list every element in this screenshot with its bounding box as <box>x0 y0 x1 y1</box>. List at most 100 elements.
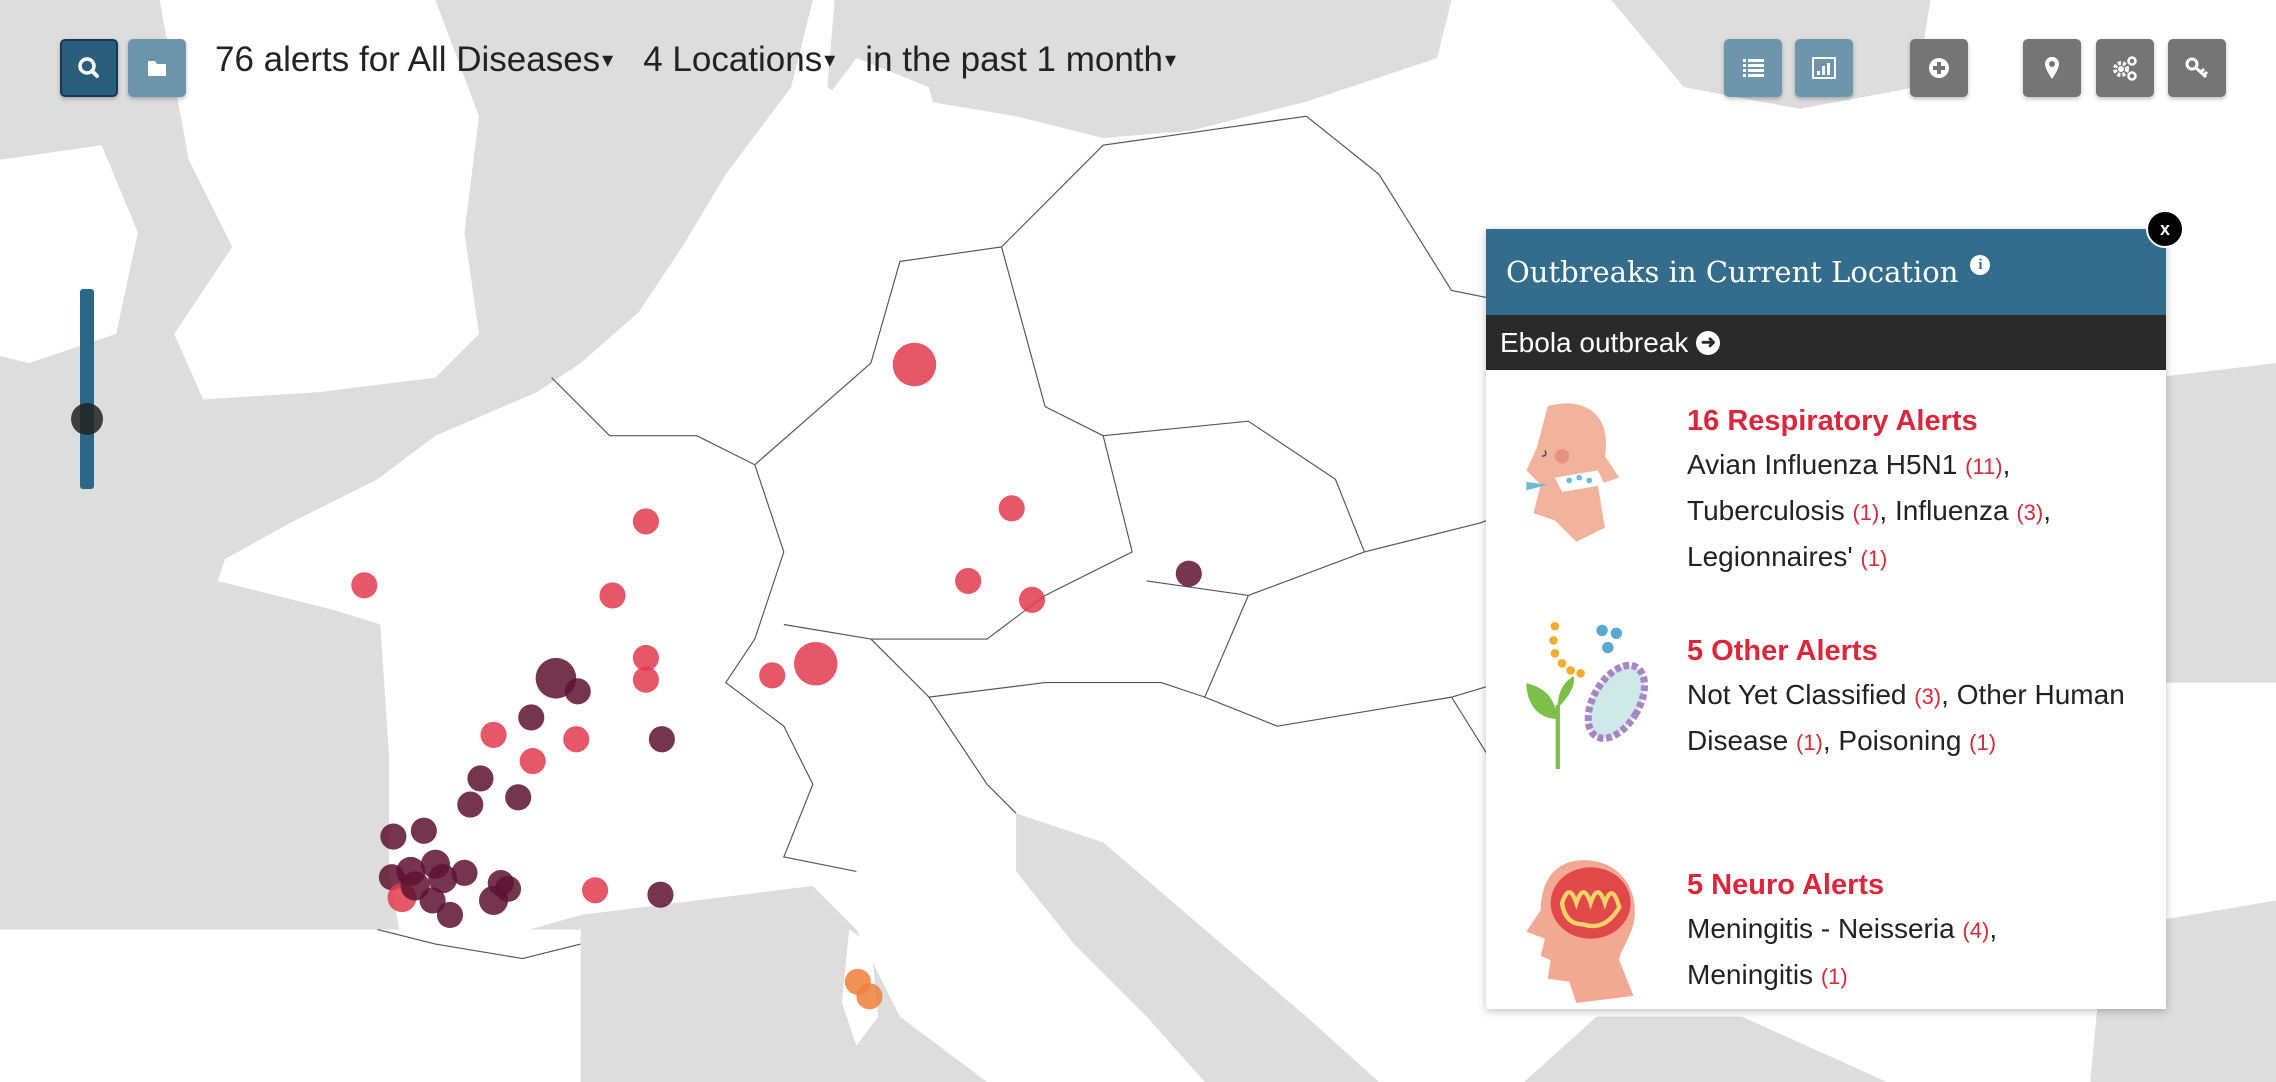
alert-marker[interactable] <box>505 784 532 811</box>
caret-down-icon: ▾ <box>824 47 836 72</box>
location-filter-dropdown[interactable]: 4 Locations▾ <box>643 40 835 80</box>
alert-marker[interactable] <box>892 342 937 387</box>
land-islands <box>0 0 944 1082</box>
list-view-button[interactable] <box>1724 39 1782 97</box>
respiratory-text: 16 Respiratory Alerts Avian Influenza H5… <box>1687 399 2127 581</box>
caret-down-icon: ▾ <box>602 47 614 72</box>
disease-filter-dropdown[interactable]: 76 alerts for All Diseases▾ <box>215 40 613 80</box>
alert-marker[interactable] <box>955 567 982 595</box>
map-pin-icon <box>2045 57 2059 79</box>
alert-marker[interactable] <box>451 859 478 886</box>
alert-marker[interactable] <box>564 678 591 705</box>
alert-marker[interactable] <box>457 791 484 818</box>
disease-count: (3) <box>1914 684 1942 709</box>
alert-marker[interactable] <box>599 582 626 609</box>
info-icon[interactable]: i <box>1970 255 1991 275</box>
section-title[interactable]: 16 Respiratory Alerts <box>1687 405 1978 437</box>
add-button[interactable] <box>1910 39 1968 97</box>
disease-count: (1) <box>1820 964 1848 989</box>
key-button[interactable] <box>2168 39 2226 97</box>
plus-circle-icon <box>1929 58 1949 78</box>
zoom-slider-track[interactable] <box>80 289 94 489</box>
alert-marker[interactable] <box>563 726 590 753</box>
disease-count: (1) <box>1860 546 1888 571</box>
other-text: 5 Other Alerts Not Yet Classified (3), O… <box>1687 629 2127 765</box>
alert-marker[interactable] <box>856 983 883 1010</box>
alert-marker[interactable] <box>519 747 546 775</box>
panel-header: Outbreaks in Current Location i <box>1486 229 2166 315</box>
alert-marker[interactable] <box>428 864 458 894</box>
close-panel-button[interactable]: x <box>2146 210 2184 248</box>
separator: , <box>2002 449 2011 480</box>
folder-button[interactable] <box>128 39 186 97</box>
disease-count: (1) <box>1969 730 1997 755</box>
disease-name[interactable]: Meningitis - Neisseria <box>1687 913 1955 944</box>
disease-name[interactable]: Not Yet Classified <box>1687 679 1907 710</box>
disease-count: (1) <box>1795 730 1823 755</box>
brain-icon <box>1526 860 1635 1003</box>
gears-icon <box>2113 56 2137 81</box>
outbreaks-panel: Outbreaks in Current Location i Ebola ou… <box>1486 229 2166 1009</box>
disease-name[interactable]: Legionnaires' <box>1687 541 1853 572</box>
period-filter-dropdown[interactable]: in the past 1 month▾ <box>865 40 1176 80</box>
alert-marker[interactable] <box>480 721 507 748</box>
disease-name[interactable]: Other Human Disease <box>1687 679 2125 756</box>
alert-markers <box>351 342 1202 1010</box>
panel-title: Outbreaks in Current Location <box>1506 255 1959 289</box>
alert-marker[interactable] <box>998 495 1025 522</box>
alert-marker[interactable] <box>487 869 514 897</box>
alert-query: 76 alerts for All Diseases▾ 4 Locations▾… <box>215 40 1176 80</box>
alert-marker[interactable] <box>410 817 437 844</box>
disease-count: (4) <box>1962 918 1990 943</box>
alert-marker[interactable] <box>1018 586 1046 613</box>
alert-marker[interactable] <box>647 881 674 908</box>
disease-name[interactable]: Meningitis <box>1687 959 1814 990</box>
key-icon <box>2185 57 2209 79</box>
location-button[interactable] <box>2023 39 2081 97</box>
alert-marker[interactable] <box>380 823 407 850</box>
alert-marker[interactable] <box>400 871 430 901</box>
neuro-text: 5 Neuro Alerts Meningitis - Neisseria (4… <box>1687 863 2127 999</box>
chart-view-button[interactable] <box>1795 39 1853 97</box>
search-button[interactable] <box>60 39 118 97</box>
ebola-outbreak-link[interactable]: Ebola outbreak ➜ <box>1486 315 2166 370</box>
germ-plant-icon <box>1526 621 1649 769</box>
disease-count: (11) <box>1965 454 2003 479</box>
disease-name[interactable]: Poisoning <box>1838 725 1962 756</box>
disease-list: Avian Influenza H5N1 (11), Tuberculosis … <box>1687 443 2127 581</box>
alert-marker[interactable] <box>436 901 464 929</box>
search-icon <box>78 57 99 78</box>
period-filter-label: in the past 1 month <box>865 40 1163 79</box>
separator: , <box>2043 495 2052 526</box>
alert-marker[interactable] <box>1175 560 1202 587</box>
disease-name[interactable]: Avian Influenza H5N1 <box>1687 449 1958 480</box>
alert-marker[interactable] <box>582 877 609 904</box>
folder-icon <box>148 61 166 76</box>
disease-name[interactable]: Influenza <box>1894 495 2009 526</box>
disease-count: (1) <box>1852 500 1880 525</box>
alert-marker[interactable] <box>632 666 659 693</box>
alert-marker[interactable] <box>518 704 545 731</box>
location-filter-label: 4 Locations <box>643 40 823 79</box>
arrow-right-circle-icon: ➜ <box>1696 330 1721 355</box>
disease-filter-label: 76 alerts for All Diseases <box>215 40 601 79</box>
alert-marker[interactable] <box>648 726 675 753</box>
zoom-slider-handle[interactable] <box>71 403 103 435</box>
alert-marker[interactable] <box>759 662 786 689</box>
settings-button[interactable] <box>2096 39 2154 97</box>
separator: , <box>1879 495 1888 526</box>
section-title[interactable]: 5 Other Alerts <box>1687 635 1878 667</box>
disease-list: Not Yet Classified (3), Other Human Dise… <box>1687 673 2127 765</box>
list-icon <box>1743 59 1764 77</box>
alert-marker[interactable] <box>467 765 494 792</box>
alert-marker[interactable] <box>793 641 838 686</box>
alert-marker[interactable] <box>632 508 659 535</box>
caret-down-icon: ▾ <box>1165 47 1177 72</box>
separator: , <box>1822 725 1831 756</box>
disease-count: (3) <box>2016 500 2044 525</box>
disease-name[interactable]: Tuberculosis <box>1687 495 1845 526</box>
section-title[interactable]: 5 Neuro Alerts <box>1687 869 1885 901</box>
alert-marker[interactable] <box>632 644 659 671</box>
alert-marker[interactable] <box>351 572 378 599</box>
